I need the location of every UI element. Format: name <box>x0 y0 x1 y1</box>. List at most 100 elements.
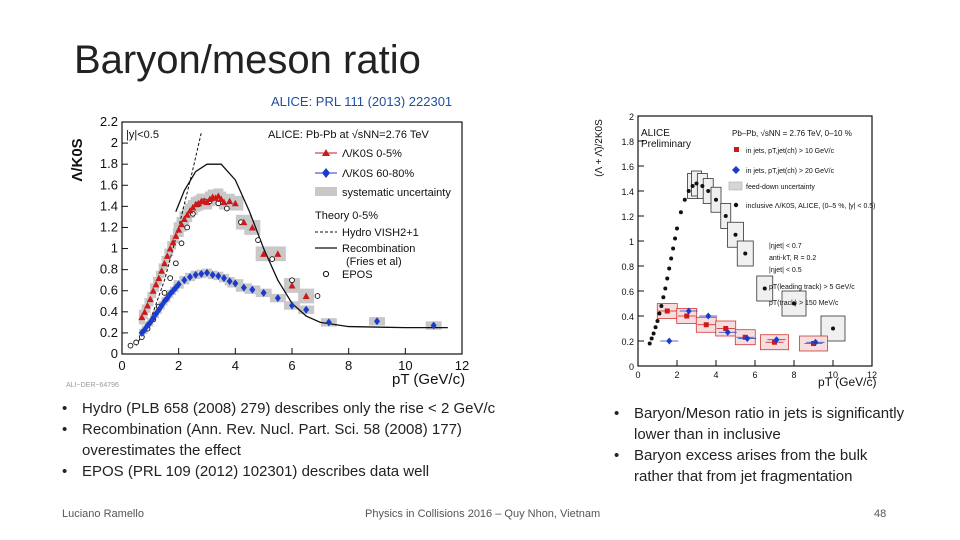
inclusive-point <box>647 341 652 346</box>
inclusive-point <box>649 336 654 341</box>
central-point <box>180 215 188 223</box>
left-chart: 0 2 4 6 8 10 1200.20.40.60.811.21.41.61.822.2 … <box>62 108 480 390</box>
jet10-point <box>723 326 729 331</box>
rcut-5: pT(track) > 150 MeV/c <box>769 300 839 307</box>
x-tick-label: 8 <box>345 358 352 373</box>
x-tick-label: 10 <box>398 358 412 373</box>
right-experiment: ALICE <box>641 128 670 139</box>
central-point <box>220 198 228 206</box>
central-point <box>161 259 168 267</box>
y-tick-label: 1 <box>629 237 634 247</box>
rlegend-inclusive-marker <box>733 202 739 208</box>
peripheral-point <box>181 276 188 285</box>
epos-point <box>127 342 134 349</box>
inclusive-point <box>690 184 695 188</box>
epos-point <box>178 240 185 247</box>
left-axis-ticks: 0 2 4 6 8 10 12 0 0.2 0.4 0.6 0.8 1 1.2 1.4 1.6 1.8 2 2.2 <box>100 114 469 373</box>
y-tick-label: 0.2 <box>621 337 634 347</box>
rcut-4: pT(leading track) > 5 GeV/c <box>769 284 855 291</box>
inclusive-point <box>678 210 683 215</box>
y-tick-label: 0 <box>111 346 118 361</box>
peripheral-point <box>240 283 247 292</box>
peripheral-point <box>204 268 210 277</box>
y-tick-label: 2.2 <box>100 114 118 129</box>
central-point <box>146 295 154 303</box>
jet10-point <box>811 341 816 346</box>
central-point <box>175 226 183 233</box>
peripheral-point <box>325 318 332 327</box>
peripheral-point <box>175 280 182 289</box>
jet20-point <box>685 307 692 315</box>
y-tick-label: 0.4 <box>100 304 118 319</box>
inclusive-point <box>651 331 656 336</box>
jet10-point <box>703 322 709 328</box>
central-point <box>166 245 174 252</box>
peripheral-point <box>374 317 380 326</box>
central-point <box>240 218 248 226</box>
central-point <box>172 232 180 239</box>
rlegend-jet20-marker <box>732 166 740 174</box>
footer-conference: Physics in Collisions 2016 – Quy Nhon, V… <box>365 508 601 520</box>
peripheral-point <box>172 283 179 292</box>
left-figure-id: ALI−DER−64796 <box>66 382 119 389</box>
central-point <box>217 195 225 202</box>
y-tick-label: 1.4 <box>621 187 634 197</box>
y-tick-label: 0.2 <box>100 325 118 340</box>
inclusive-point <box>669 256 674 261</box>
left-bullet-list: Hydro (PLB 658 (2008) 279) describes onl… <box>56 398 546 482</box>
inclusive-point <box>671 246 676 251</box>
rlegend-jet10: in jets, pT,jet(ch) > 10 GeV/c <box>746 148 835 155</box>
inclusive-point <box>733 232 738 237</box>
inclusive-point <box>675 226 679 231</box>
jet20-point <box>666 337 673 345</box>
peripheral-point <box>192 270 199 279</box>
hydro-curve <box>135 132 202 346</box>
right-axis-ticks: 0 2 4 6 8 10 12 0 0.2 0.4 0.6 0.8 1 1.2 1.4 1.6 1.8 2 <box>621 112 877 380</box>
left-ylabel: Λ/K0S <box>69 138 86 181</box>
central-point <box>169 238 177 246</box>
jet20-point <box>812 338 819 346</box>
bullet-bulk: Baryon excess arises from the bulk rathe… <box>608 445 908 487</box>
rlegend-jet20: in jets, pT,jet(ch) > 20 GeV/c <box>746 168 835 175</box>
right-xlabel: pT (GeV/c) <box>818 375 876 389</box>
bullet-recombination: Recombination (Ann. Rev. Nucl. Part. Sci… <box>56 419 546 461</box>
peripheral-point <box>187 273 193 282</box>
inclusive-point <box>700 184 705 188</box>
rcut-1: |ηjet| < 0.7 <box>769 243 802 250</box>
legend-central: Λ/K0S 0-5% <box>342 148 402 160</box>
legend-peripheral: Λ/K0S 60-80% <box>342 168 414 180</box>
epos-point <box>161 289 168 296</box>
epos-point <box>255 237 261 243</box>
legend-syst-swatch <box>315 187 337 196</box>
peripheral-point <box>274 294 281 303</box>
inclusive-point <box>657 311 662 316</box>
jet10-point <box>742 334 748 340</box>
central-point <box>158 267 166 274</box>
x-tick-label: 4 <box>713 370 718 380</box>
epos-point <box>223 205 230 212</box>
central-point <box>248 223 256 231</box>
central-point <box>274 250 282 257</box>
rlegend-inclusive: inclusive Λ/K0S, ALICE, (0–5 %, |y| < 0.… <box>746 203 876 210</box>
legend-syst: systematic uncertainty <box>342 187 451 199</box>
peripheral-point <box>226 277 233 286</box>
footer-author: Luciano Ramello <box>62 508 144 520</box>
footer-page-number: 48 <box>874 508 887 520</box>
jet10-point <box>664 308 670 314</box>
peripheral-point <box>221 274 227 283</box>
inclusive-point <box>743 251 748 256</box>
central-point <box>149 287 157 294</box>
jet20-point <box>705 312 712 320</box>
legend-recombination: Recombination <box>342 243 415 255</box>
inclusive-point <box>655 319 660 323</box>
peripheral-point <box>150 314 157 323</box>
central-point <box>231 199 239 207</box>
peripheral-point <box>164 294 171 303</box>
legend-peripheral-marker <box>322 168 330 178</box>
central-point <box>138 313 146 321</box>
x-tick-label: 12 <box>867 370 877 380</box>
x-tick-label: 12 <box>455 358 469 373</box>
legend-hydro: Hydro VISH2+1 <box>342 227 419 239</box>
peripheral-point <box>232 279 239 288</box>
inclusive-point <box>661 295 666 300</box>
